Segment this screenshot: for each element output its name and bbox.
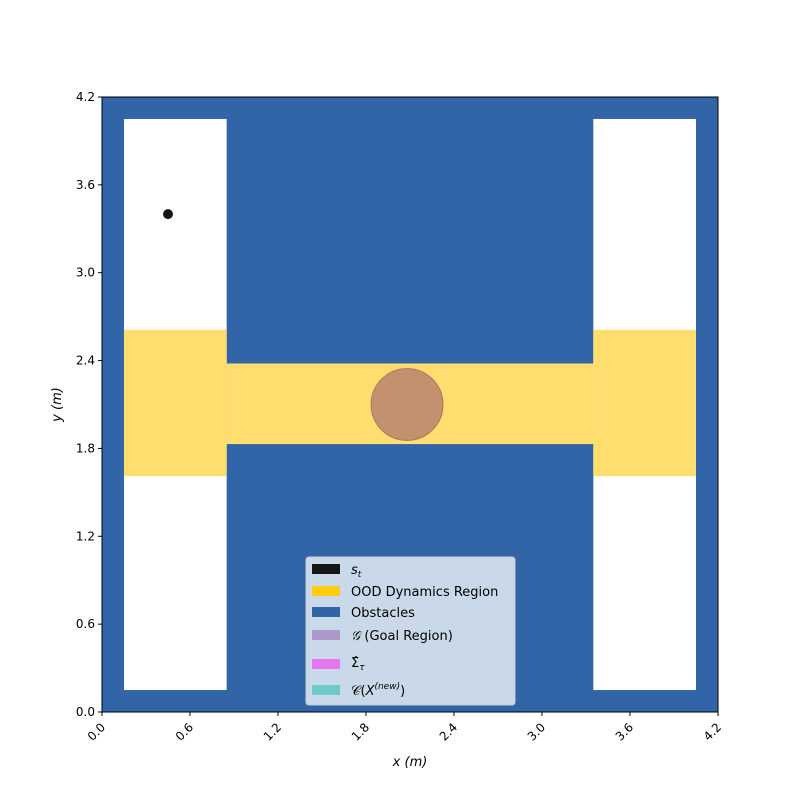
y-tick-label-5: 3.0 [76, 266, 95, 280]
x-tick-label-7: 4.2 [701, 720, 724, 743]
y-tick-label-6: 3.6 [76, 178, 95, 192]
axes: 0.0 0.6 1.2 1.8 2.4 3.0 3.6 4.2 0.0 0.6 1.2 1.8 2.4 3… [50, 90, 724, 770]
x-tick-label-5: 3.0 [525, 720, 548, 743]
legend-label-state: st [351, 563, 362, 580]
plot-area [102, 97, 718, 712]
legend-label-ood: OOD Dynamics Region [351, 585, 498, 600]
legend-label-conformal: 𝒞(X(new)) [351, 682, 405, 699]
y-tick-label-4: 2.4 [76, 354, 95, 368]
legend-swatch-ood [312, 586, 340, 596]
x-tick-label-1: 0.6 [173, 720, 196, 743]
legend-swatch-goal [312, 630, 340, 640]
y-tick-label-3: 1.8 [76, 441, 95, 455]
goal-region [370, 368, 444, 441]
y-axis-label: y (m) [50, 387, 65, 423]
legend-swatch-obstacles [312, 607, 340, 617]
legend-label-obstacles: Obstacles [351, 606, 415, 621]
y-tick-label-7: 4.2 [76, 90, 95, 104]
axes-frame [101, 96, 719, 713]
ood-region-0 [124, 329, 227, 477]
legend-label-goal: 𝒢 (Goal Region) [351, 629, 453, 644]
x-tick-label-3: 1.8 [349, 720, 372, 743]
legend-swatch-conformal [312, 685, 340, 695]
x-tick-label-4: 2.4 [437, 720, 460, 743]
x-tick-label-6: 3.6 [613, 720, 636, 743]
legend-swatch-sigma [312, 659, 340, 669]
y-tick-label-0: 0.0 [76, 705, 95, 719]
x-tick-label-0: 0.0 [85, 720, 108, 743]
ood-region-2 [593, 329, 696, 477]
y-tick-label-2: 1.2 [76, 529, 95, 543]
x-tick-label-2: 1.2 [261, 720, 284, 743]
legend: st OOD Dynamics Region Obstacles 𝒢 (Goal Re… [305, 556, 516, 706]
legend-label-sigma: Σ̂τ [351, 656, 365, 673]
state-marker [163, 209, 173, 220]
x-axis-label: x (m) [392, 755, 428, 770]
y-tick-label-1: 0.6 [76, 617, 95, 631]
legend-swatch-state [312, 564, 340, 574]
legend-box [305, 556, 516, 706]
